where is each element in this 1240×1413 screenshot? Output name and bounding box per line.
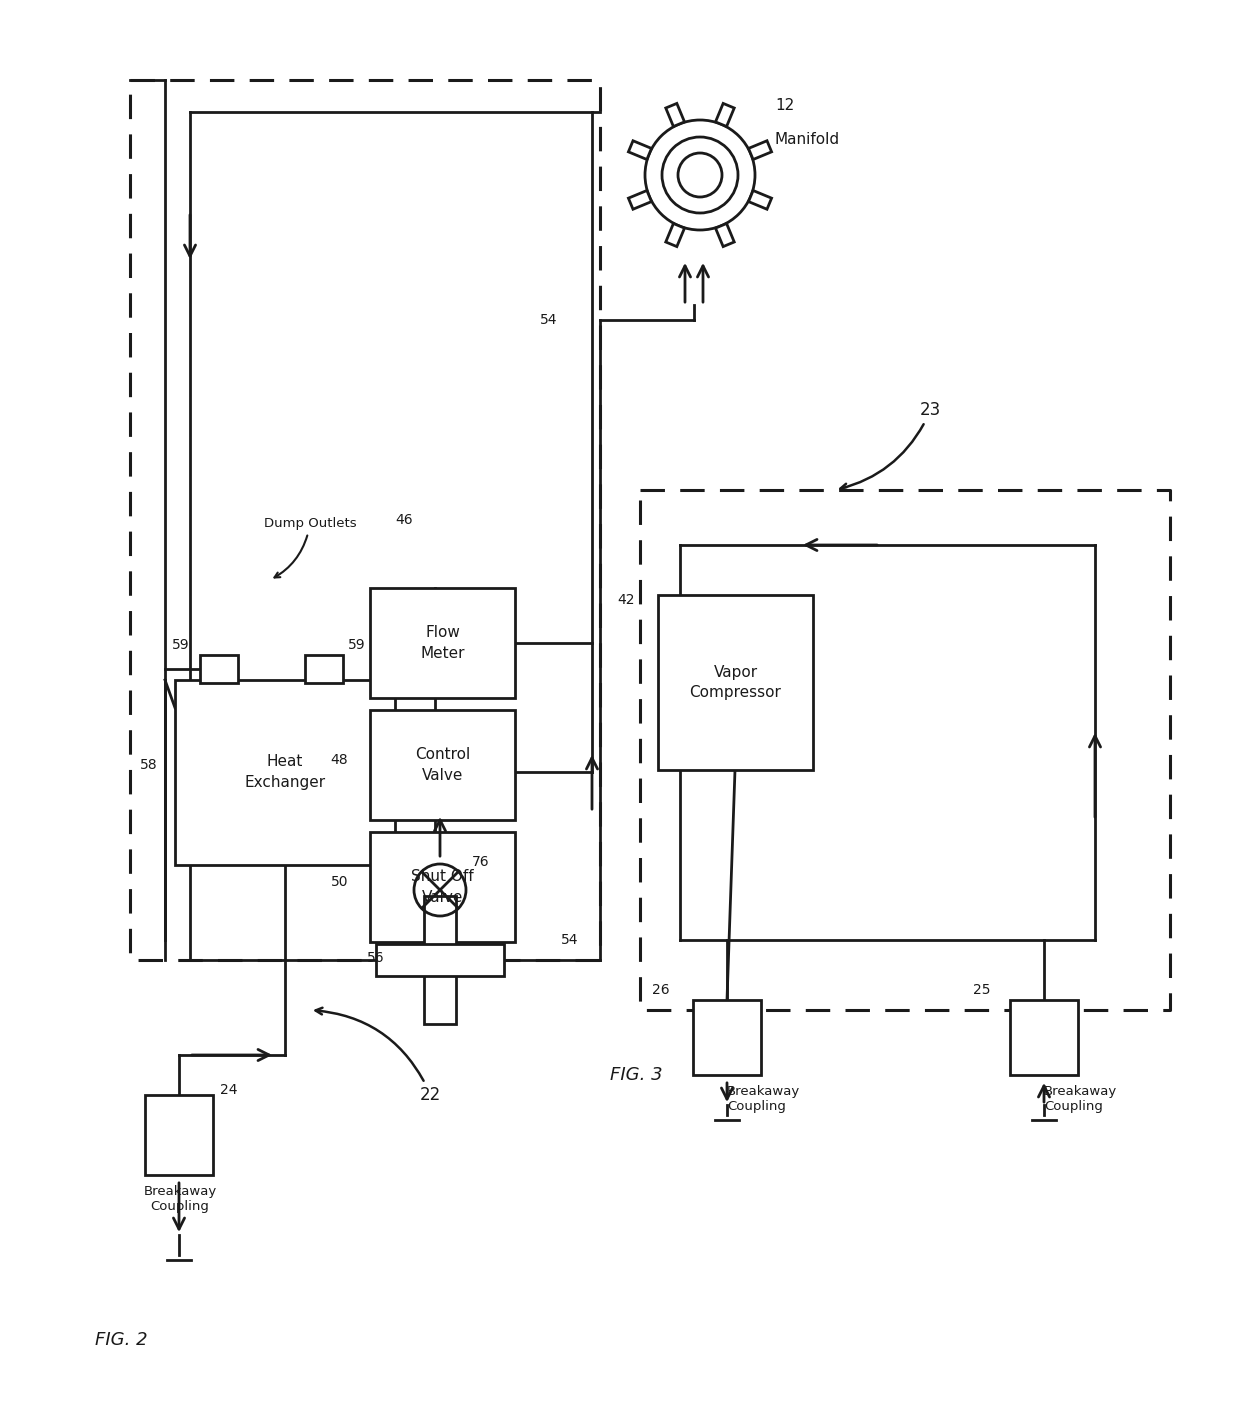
Text: 54: 54	[539, 314, 557, 326]
Text: 48: 48	[330, 753, 348, 767]
Bar	[424, 896, 456, 1024]
Text: Breakaway
Coupling: Breakaway Coupling	[144, 1186, 217, 1212]
Text: 58: 58	[140, 757, 157, 771]
Text: 54: 54	[560, 933, 578, 947]
Polygon shape	[629, 191, 651, 209]
Bar	[693, 1000, 761, 1075]
Text: Control
Valve: Control Valve	[415, 747, 470, 783]
Bar	[175, 680, 396, 865]
Polygon shape	[666, 103, 684, 127]
Polygon shape	[666, 223, 684, 247]
Text: Breakaway
Coupling: Breakaway Coupling	[727, 1085, 800, 1113]
Text: Manifold: Manifold	[775, 133, 841, 147]
Bar	[658, 595, 813, 770]
Text: Vapor
Compressor: Vapor Compressor	[689, 664, 781, 701]
Text: 25: 25	[972, 983, 990, 998]
Polygon shape	[715, 223, 734, 247]
Bar	[305, 656, 343, 682]
Text: 24: 24	[219, 1082, 238, 1096]
Polygon shape	[629, 141, 651, 160]
Text: 50: 50	[331, 875, 348, 889]
Bar	[376, 944, 503, 976]
Text: 46: 46	[396, 513, 413, 527]
Text: Shut Off
Valve: Shut Off Valve	[412, 869, 474, 904]
Bar	[370, 832, 515, 942]
Text: 26: 26	[652, 983, 670, 998]
Bar	[1011, 1000, 1078, 1075]
Text: 76: 76	[472, 855, 490, 869]
Bar	[370, 588, 515, 698]
Text: FIG. 2: FIG. 2	[95, 1331, 148, 1349]
Text: Dump Outlets: Dump Outlets	[264, 517, 356, 578]
Text: 59: 59	[172, 639, 190, 651]
Text: 42: 42	[618, 593, 635, 608]
Text: 22: 22	[315, 1007, 441, 1104]
Bar	[370, 709, 515, 820]
Bar	[145, 1095, 213, 1176]
Text: 23: 23	[841, 401, 941, 490]
Text: Heat
Exchanger: Heat Exchanger	[244, 755, 326, 790]
Polygon shape	[749, 141, 771, 160]
Text: 12: 12	[775, 97, 795, 113]
Text: 56: 56	[367, 951, 384, 965]
Bar	[200, 656, 238, 682]
Text: 59: 59	[348, 639, 366, 651]
Text: Breakaway
Coupling: Breakaway Coupling	[1044, 1085, 1117, 1113]
Polygon shape	[749, 191, 771, 209]
Text: FIG. 3: FIG. 3	[610, 1065, 662, 1084]
Text: Flow
Meter: Flow Meter	[420, 625, 465, 661]
Polygon shape	[715, 103, 734, 127]
